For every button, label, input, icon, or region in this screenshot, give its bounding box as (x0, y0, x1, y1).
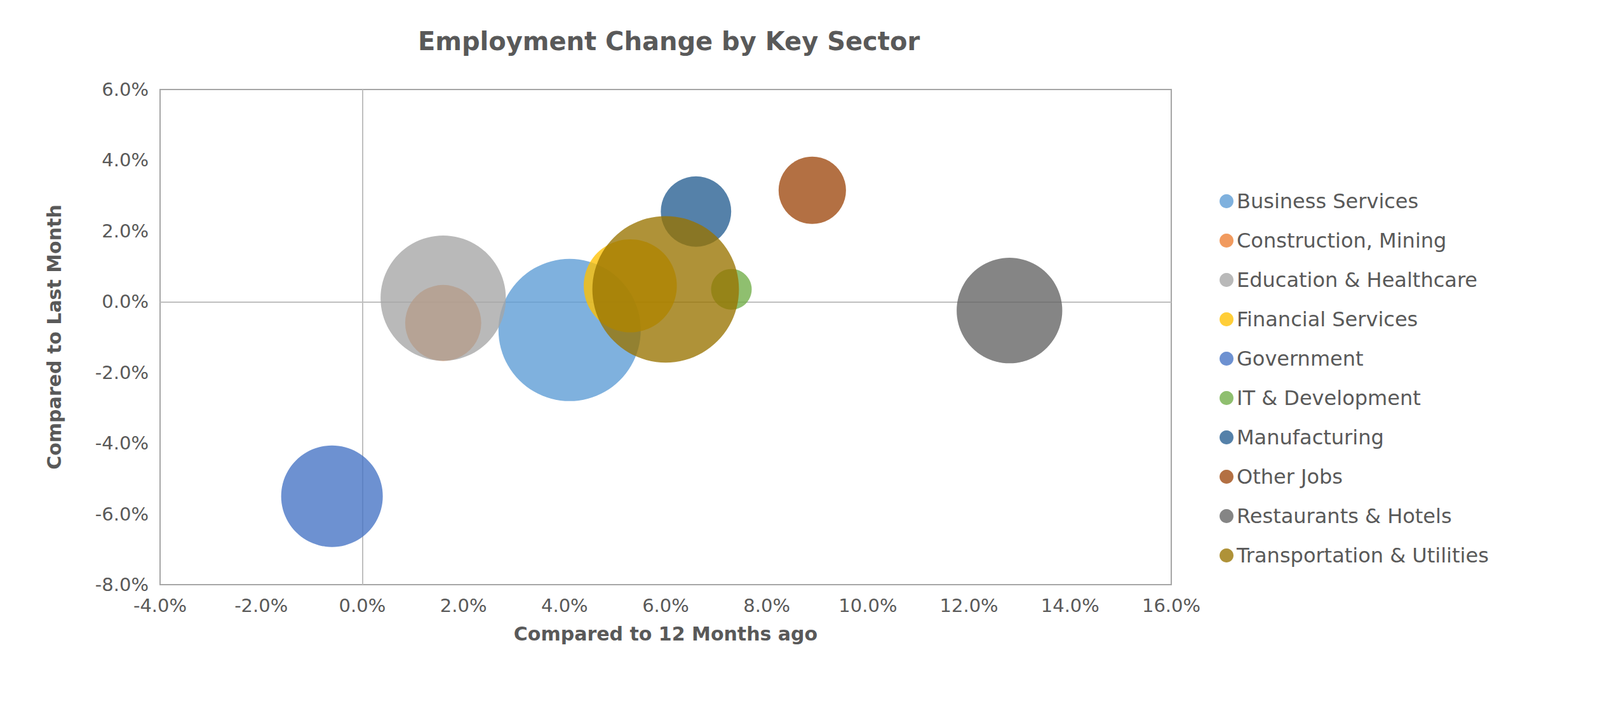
svg-text:14.0%: 14.0% (1041, 595, 1100, 617)
svg-text:Transportation & Utilities: Transportation & Utilities (1236, 543, 1489, 568)
svg-text:Compared to Last Month: Compared to Last Month (43, 204, 66, 471)
svg-text:4.0%: 4.0% (101, 149, 149, 171)
svg-text:0.0%: 0.0% (101, 290, 149, 313)
svg-text:-4.0%: -4.0% (133, 595, 187, 617)
svg-text:-6.0%: -6.0% (95, 503, 149, 526)
svg-text:Business Services: Business Services (1236, 189, 1419, 214)
svg-text:-4.0%: -4.0% (95, 432, 149, 455)
svg-text:2.0%: 2.0% (440, 595, 488, 617)
svg-text:8.0%: 8.0% (743, 595, 791, 617)
svg-text:2.0%: 2.0% (101, 220, 149, 243)
svg-text:-2.0%: -2.0% (95, 362, 149, 384)
svg-text:16.0%: 16.0% (1142, 595, 1201, 617)
svg-text:Restaurants & Hotels: Restaurants & Hotels (1236, 504, 1453, 529)
svg-text:Education & Healthcare: Education & Healthcare (1236, 268, 1478, 293)
svg-text:0.0%: 0.0% (339, 595, 387, 617)
svg-text:Compared to 12 Months ago: Compared to 12 Months ago (513, 623, 818, 646)
svg-text:Financial Services: Financial Services (1236, 307, 1418, 332)
svg-text:12.0%: 12.0% (940, 595, 999, 617)
svg-text:Government: Government (1236, 346, 1364, 371)
svg-text:-2.0%: -2.0% (234, 595, 288, 617)
svg-text:-8.0%: -8.0% (95, 574, 149, 596)
svg-text:Construction, Mining: Construction, Mining (1236, 228, 1447, 253)
svg-text:IT & Development: IT & Development (1236, 386, 1421, 411)
svg-text:Other Jobs: Other Jobs (1236, 464, 1343, 490)
svg-text:Manufacturing: Manufacturing (1236, 425, 1385, 450)
svg-text:6.0%: 6.0% (101, 78, 149, 101)
svg-text:6.0%: 6.0% (642, 595, 690, 617)
svg-text:Employment Change by Key Secto: Employment Change by Key Sector (417, 26, 921, 56)
svg-text:4.0%: 4.0% (541, 595, 589, 617)
svg-text:10.0%: 10.0% (838, 595, 897, 617)
